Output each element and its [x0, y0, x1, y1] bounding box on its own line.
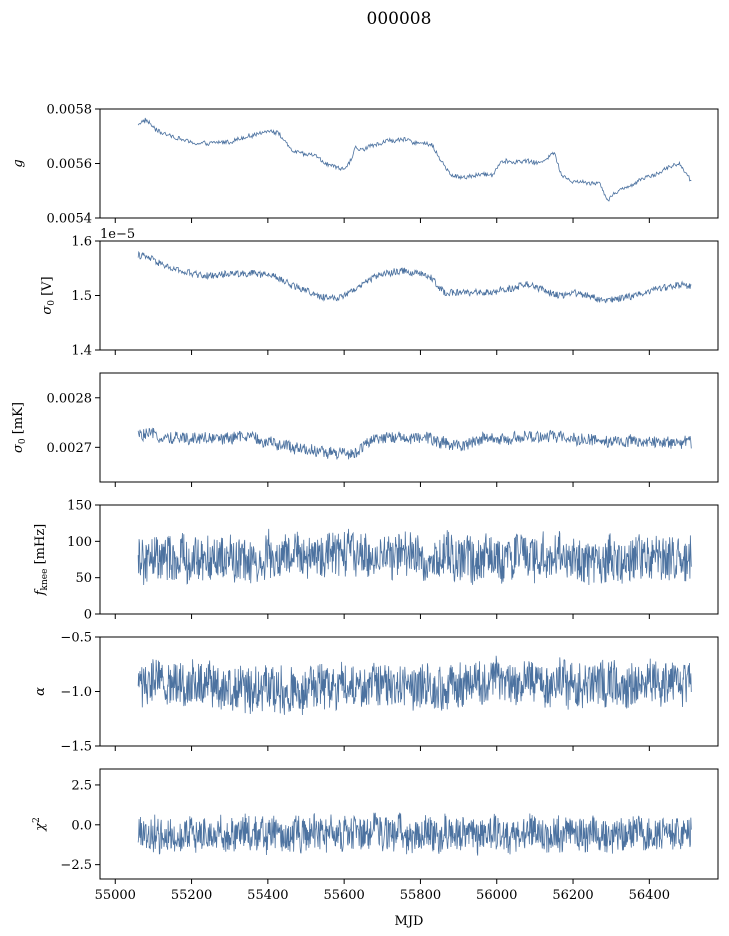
y-tick-label: 0.0027 [47, 441, 93, 456]
y-tick-label: 0.0056 [47, 157, 93, 172]
axes-frame [99, 108, 719, 219]
y-tick-label: 1.4 [71, 344, 92, 359]
axes-frame [99, 504, 719, 615]
x-tick-label: 55000 [95, 888, 136, 903]
y-tick-label: 0.0028 [47, 391, 93, 406]
y-tick-label: −0.5 [60, 631, 92, 646]
y-axis-label: σ0 [V] [40, 276, 57, 314]
x-axis-label: MJD [395, 914, 424, 929]
series-line [137, 528, 692, 586]
subplot-6: −2.5 0.0 2.5 55000 55200 55400 55600 55800 56000… [32, 768, 719, 929]
y-tick-label: 100 [67, 535, 92, 550]
y-axis-label: α [33, 687, 48, 696]
subplot-1: 0.0054 0.0056 0.0058 g [11, 103, 719, 227]
x-tick-label: 56200 [552, 888, 593, 903]
y-tick-label: 150 [67, 499, 92, 514]
y-tick-label: 0.0058 [47, 103, 93, 118]
y-tick-label: 1.6 [71, 235, 92, 250]
x-tick-label: 56000 [476, 888, 517, 903]
y-tick-label: 2.5 [71, 778, 92, 793]
subplots: 0.0054 0.0056 0.0058 g 1.4 1.5 1.6 1e−5 σ0 [V] 0.… [11, 103, 719, 929]
y-tick-label: −2.5 [60, 858, 92, 873]
x-tick-label: 55600 [323, 888, 364, 903]
y-tick-label: 50 [75, 571, 92, 586]
y-tick-label: 0.0054 [47, 212, 93, 227]
offset-text: 1e−5 [100, 227, 135, 242]
axes-frame [99, 372, 719, 483]
y-axis-label: fknee [mHz] [33, 524, 50, 597]
x-tick-label: 56400 [629, 888, 670, 903]
series-line [137, 812, 692, 856]
series-line [137, 427, 692, 460]
y-axis-label: σ0 [mK] [11, 402, 28, 453]
y-tick-label: 0.0 [71, 818, 92, 833]
subplot-2: 1.4 1.5 1.6 1e−5 σ0 [V] [40, 227, 719, 359]
series-line [137, 250, 692, 304]
subplot-5: −1.5 −1.0 −0.5 α [33, 631, 719, 755]
series-line [137, 117, 692, 202]
y-tick-label: 0 [84, 608, 92, 623]
x-tick-label: 55800 [400, 888, 441, 903]
y-axis-label: g [11, 159, 26, 167]
x-tick-label: 55400 [247, 888, 288, 903]
y-tick-label: 1.5 [71, 289, 92, 304]
series-line [137, 655, 692, 715]
figure-title: 000008 [367, 9, 432, 29]
x-tick-label: 55200 [171, 888, 212, 903]
y-axis-label: χ2 [32, 817, 48, 832]
y-tick-label: −1.5 [60, 740, 92, 755]
subplot-4: 0 50 100 150 fknee [mHz] [33, 499, 719, 623]
y-tick-label: −1.0 [60, 685, 92, 700]
axes-frame [99, 768, 719, 880]
subplot-3: 0.0027 0.0028 σ0 [mK] [11, 372, 719, 487]
